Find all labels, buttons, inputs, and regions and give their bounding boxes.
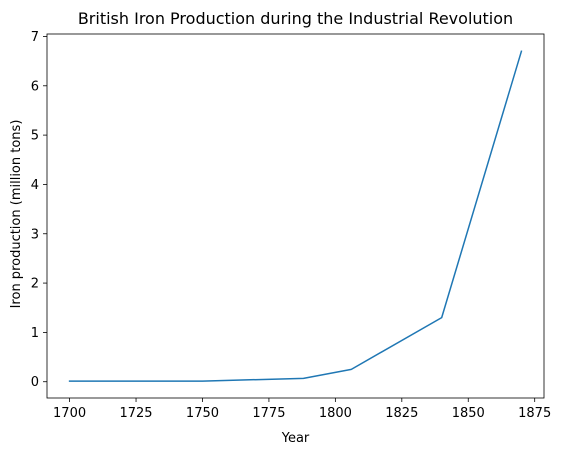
y-tick-label-7: 7 bbox=[31, 30, 39, 45]
axes-frame bbox=[46, 33, 545, 399]
y-tick-label-4: 4 bbox=[31, 178, 39, 193]
y-tick-label-6: 6 bbox=[31, 79, 39, 94]
y-tick-label-5: 5 bbox=[31, 129, 39, 144]
y-tick-label-3: 3 bbox=[31, 227, 39, 242]
chart-title: British Iron Production during the Indus… bbox=[78, 9, 513, 28]
y-tick-label-1: 1 bbox=[31, 326, 39, 341]
x-tick-label-1: 1725 bbox=[119, 406, 152, 421]
series-line-0 bbox=[68, 50, 523, 382]
x-axis-label: Year bbox=[281, 431, 310, 446]
x-tick-label-2: 1750 bbox=[186, 406, 219, 421]
plot-area: 1700 1725 1750 1775 1800 1825 1850 1875 0 1 2 3 4 5 6 7 bbox=[31, 30, 552, 421]
y-axis-label: Iron production (million tons) bbox=[9, 120, 24, 309]
x-tick-label-3: 1775 bbox=[252, 406, 285, 421]
y-tick-label-0: 0 bbox=[31, 375, 39, 390]
x-tick-label-7: 1875 bbox=[518, 406, 551, 421]
x-tick-label-6: 1850 bbox=[452, 406, 485, 421]
x-tick-label-5: 1825 bbox=[385, 406, 418, 421]
y-tick-label-2: 2 bbox=[31, 277, 39, 292]
x-tick-label-4: 1800 bbox=[319, 406, 352, 421]
x-tick-label-0: 1700 bbox=[53, 406, 86, 421]
